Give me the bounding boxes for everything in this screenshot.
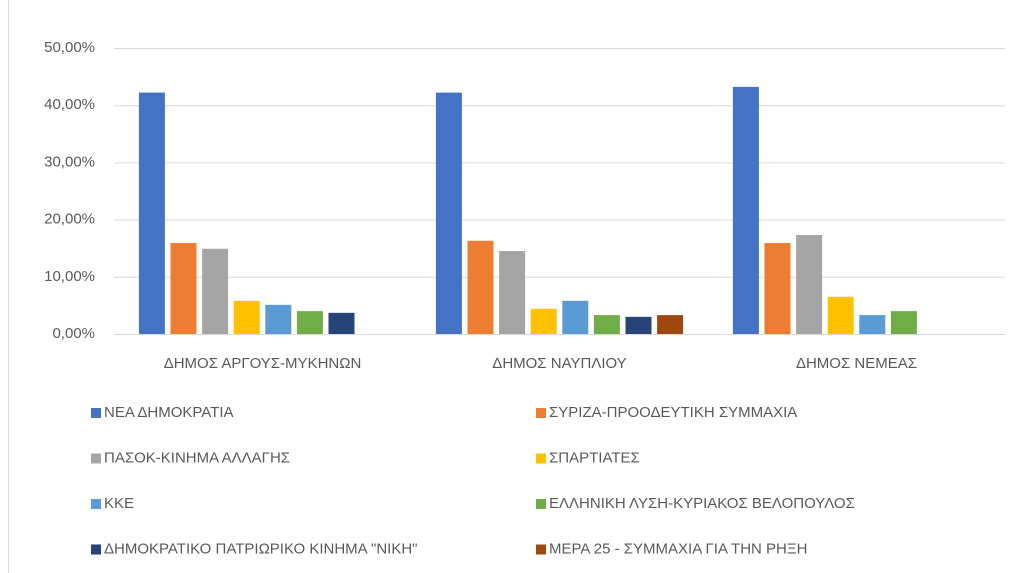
bar (202, 248, 229, 334)
x-tick-label: ΔΗΜΟΣ ΑΡΓΟΥΣ-ΜΥΚΗΝΩΝ (164, 355, 362, 372)
legend-label: ΝΕΑ ΔΗΜΟΚΡΑΤΙΑ (104, 404, 234, 421)
legend-swatch (91, 453, 101, 464)
legend-swatch (91, 544, 101, 555)
bar (732, 86, 759, 334)
bar (170, 243, 197, 334)
y-tick-label: 30,00% (44, 153, 95, 170)
bar (328, 312, 355, 334)
legend-swatch (536, 544, 546, 555)
legend-label: ΚΚΕ (104, 495, 134, 512)
bar (435, 92, 462, 334)
bar (625, 316, 652, 334)
x-tick-label: ΔΗΜΟΣ ΝΑΥΠΛΙΟΥ (492, 355, 626, 372)
bar (890, 311, 917, 334)
bar (562, 300, 589, 334)
bar (499, 251, 526, 334)
legend-label: ΣΥΡΙΖΑ-ΠΡΟΟΔΕΥΤΙΚΗ ΣΥΜΜΑΧΙΑ (549, 404, 797, 421)
legend-label: ΣΠΑΡΤΙΑΤΕΣ (549, 449, 640, 466)
legend-label: ΜΕΡΑ 25 - ΣΥΜΜΑΧΙΑ ΓΙΑ ΤΗΝ ΡΗΞΗ (549, 540, 807, 557)
bar (764, 243, 791, 334)
bar (467, 240, 494, 334)
legend-swatch (536, 453, 546, 464)
bar (657, 315, 684, 334)
bar (827, 296, 854, 334)
bar (233, 300, 260, 334)
y-tick-label: 20,00% (44, 211, 95, 228)
x-tick-label: ΔΗΜΟΣ ΝΕΜΕΑΣ (796, 355, 917, 372)
bar (593, 315, 620, 334)
bar (296, 311, 323, 334)
legend-swatch (536, 408, 546, 418)
y-tick-label: 10,00% (44, 268, 95, 285)
bar (859, 315, 886, 334)
y-tick-label: 40,00% (44, 96, 95, 113)
bar (530, 308, 557, 334)
legend-swatch (91, 408, 101, 418)
legend-swatch (91, 499, 101, 509)
legend-label: ΔΗΜΟΚΡΑΤΙΚΟ ΠΑΤΡΙΩΡΙΚΟ ΚΙΝΗΜΑ "ΝΙΚΗ" (104, 540, 418, 557)
bar (265, 304, 292, 334)
bar (796, 235, 823, 334)
y-tick-label: 0,00% (52, 325, 95, 342)
legend-swatch (536, 499, 546, 509)
bar (138, 92, 165, 334)
legend-label: ΕΛΛΗΝΙΚΗ ΛΥΣΗ-ΚΥΡΙΑΚΟΣ ΒΕΛΟΠΟΥΛΟΣ (549, 495, 855, 512)
y-tick-label: 50,00% (44, 39, 95, 56)
legend-label: ΠΑΣΟΚ-ΚΙΝΗΜΑ ΑΛΛΑΓΗΣ (104, 449, 290, 466)
